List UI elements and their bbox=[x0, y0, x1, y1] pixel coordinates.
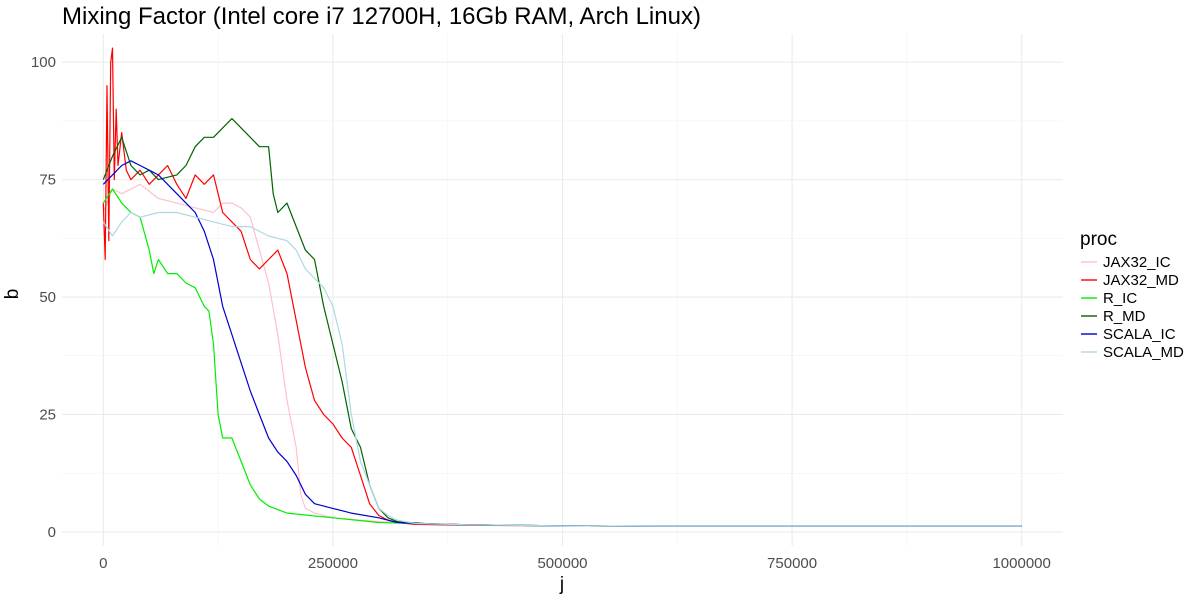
legend-item: JAX32_IC bbox=[1081, 254, 1171, 271]
legend-item: SCALA_MD bbox=[1081, 344, 1184, 361]
x-axis-title: j bbox=[559, 574, 564, 595]
legend-label: JAX32_IC bbox=[1103, 254, 1171, 271]
legend-item: R_IC bbox=[1081, 290, 1137, 307]
series-line-scala-md bbox=[102, 211, 1022, 527]
y-tick-label: 100 bbox=[31, 54, 56, 71]
legend-item: JAX32_MD bbox=[1081, 272, 1179, 289]
legend: proc JAX32_ICJAX32_MDR_ICR_MDSCALA_ICSCA… bbox=[1080, 229, 1184, 361]
legend-item: SCALA_IC bbox=[1081, 326, 1176, 343]
series-line-r-ic bbox=[102, 188, 1022, 527]
x-tick-label: 0 bbox=[99, 555, 107, 572]
legend-label: R_IC bbox=[1103, 290, 1137, 307]
legend-title: proc bbox=[1080, 229, 1117, 250]
legend-label: R_MD bbox=[1103, 308, 1146, 325]
legend-label: SCALA_IC bbox=[1103, 326, 1176, 343]
legend-label: JAX32_MD bbox=[1103, 272, 1179, 289]
series-lines bbox=[102, 47, 1022, 527]
axis-ticks: 0 250000 500000 750000 1000000 0 25 50 75 100 bbox=[31, 54, 1051, 572]
y-tick-label: 75 bbox=[39, 172, 56, 189]
y-axis-title: b bbox=[2, 289, 23, 300]
x-tick-label: 250000 bbox=[308, 555, 358, 572]
legend-item: R_MD bbox=[1081, 308, 1146, 325]
y-tick-label: 25 bbox=[39, 406, 56, 423]
grid bbox=[62, 34, 1063, 546]
chart-title: Mixing Factor (Intel core i7 12700H, 16G… bbox=[62, 3, 701, 30]
x-tick-label: 750000 bbox=[767, 555, 817, 572]
x-tick-label: 500000 bbox=[537, 555, 587, 572]
series-line-r-md bbox=[102, 117, 1022, 527]
y-tick-label: 0 bbox=[48, 524, 56, 541]
y-tick-label: 50 bbox=[39, 289, 56, 306]
x-tick-label: 1000000 bbox=[992, 555, 1050, 572]
legend-label: SCALA_MD bbox=[1103, 344, 1184, 361]
